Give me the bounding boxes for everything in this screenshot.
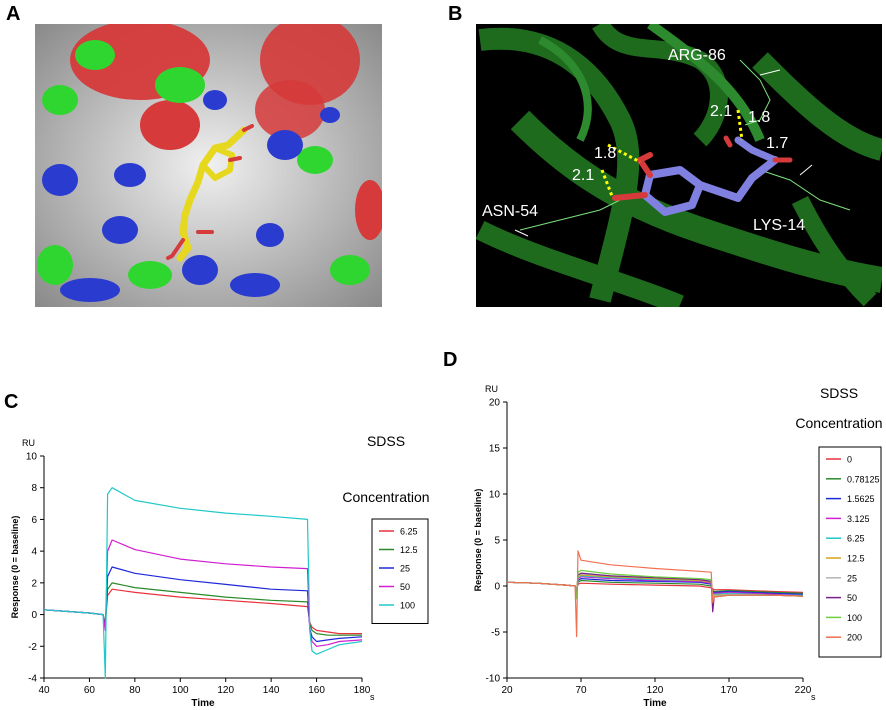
y-tick-label: 8 [31, 483, 37, 494]
x-tick-label: 220 [795, 685, 812, 696]
x-tick-label: 80 [129, 685, 141, 696]
legend-label: 12.5 [400, 545, 418, 555]
panel-letter-c: C [4, 391, 18, 413]
panel-letter-d: D [443, 349, 457, 371]
y-unit-label: RU [22, 438, 35, 448]
ribbon-image [476, 24, 882, 307]
x-tick-label: 140 [263, 685, 280, 696]
panel-letter-a: A [6, 3, 20, 25]
legend-label: 200 [847, 633, 862, 643]
series-line [43, 588, 362, 635]
x-tick-label: 40 [38, 685, 50, 696]
legend-label: 1.5625 [847, 494, 875, 504]
x-unit-label: s [811, 692, 816, 702]
legend-subtitle: Concentration [795, 415, 882, 431]
y-tick-label: 6 [31, 515, 37, 526]
legend-label: 6.25 [847, 534, 865, 544]
legend-label: 0.78125 [847, 474, 880, 484]
y-tick-label: -2 [28, 642, 37, 653]
x-tick-label: 20 [501, 685, 513, 696]
legend-label: 50 [400, 582, 410, 592]
distance-label: 1.7 [766, 135, 788, 152]
x-tick-label: 120 [217, 685, 234, 696]
legend-title: SDSS [820, 385, 858, 401]
x-tick-label: 100 [172, 685, 189, 696]
x-tick-label: 120 [647, 685, 664, 696]
chart-c: 40 60 80 100 120 140 160 180 -4 -2 0 2 4 6 8 10 RU s Time R… [10, 433, 430, 709]
series-line [506, 579, 804, 594]
series-line [43, 487, 363, 679]
x-axis-title: Time [643, 698, 667, 709]
series-line [506, 550, 804, 638]
legend-label: 50 [847, 593, 857, 603]
panel-b-labels: ARG-86 ASN-54 LYS-14 2.1 1.8 1.8 2.1 1.7 [482, 47, 805, 234]
x-axis-title: Time [191, 698, 215, 709]
legend-box [818, 446, 882, 658]
ligand-b [612, 135, 793, 216]
legend-box [371, 518, 429, 624]
y-tick-label: 10 [26, 452, 38, 463]
surface-image [35, 24, 382, 307]
legend-label: 25 [847, 573, 857, 583]
panel-letter-b: B [448, 3, 462, 25]
legend-title: SDSS [367, 433, 405, 449]
y-tick-label: -4 [28, 674, 37, 685]
y-axis-title: Response (0 = baseline) [473, 489, 483, 592]
y-tick-label: 0 [31, 610, 37, 621]
distance-label: 2.1 [710, 103, 732, 120]
legend-label: 25 [400, 564, 410, 574]
ligand-a [166, 124, 254, 262]
y-tick-label: 2 [31, 578, 37, 589]
legend-label: 100 [847, 613, 862, 623]
y-tick-label: 4 [31, 547, 37, 558]
x-tick-label: 180 [354, 685, 371, 696]
legend-label: 100 [400, 601, 415, 611]
distance-label: 1.8 [748, 109, 770, 126]
legend-label: 6.25 [400, 527, 418, 537]
legend-label: 12.5 [847, 554, 865, 564]
x-tick-label: 70 [575, 685, 587, 696]
legend-label: 0 [847, 455, 852, 465]
x-tick-label: 170 [721, 685, 738, 696]
distance-label: 2.1 [572, 167, 594, 184]
legend-subtitle: Concentration [342, 489, 429, 505]
x-tick-label: 60 [84, 685, 96, 696]
residue-label: ASN-54 [482, 203, 538, 220]
legend-label: 3.125 [847, 514, 870, 524]
series-line [43, 582, 362, 636]
y-unit-label: RU [485, 384, 498, 394]
x-unit-label: s [370, 692, 375, 702]
residue-label: ARG-86 [668, 47, 726, 64]
y-tick-label: 15 [489, 444, 501, 455]
y-axis-title: Response (0 = baseline) [10, 516, 20, 619]
residue-label: LYS-14 [753, 217, 805, 234]
chart-d: 20 70 120 170 220 -10 -5 0 5 10 15 20 RU s Time Respons… [473, 384, 883, 709]
y-tick-label: 20 [489, 398, 501, 409]
y-tick-label: 5 [494, 536, 500, 547]
series-line [43, 539, 363, 647]
y-tick-label: 0 [494, 582, 500, 593]
hbonds [600, 109, 744, 197]
x-tick-label: 160 [308, 685, 325, 696]
y-tick-label: -10 [486, 674, 501, 685]
y-tick-label: 10 [489, 490, 501, 501]
distance-label: 1.8 [594, 145, 616, 162]
series-line [43, 566, 363, 643]
y-tick-label: -5 [491, 628, 500, 639]
